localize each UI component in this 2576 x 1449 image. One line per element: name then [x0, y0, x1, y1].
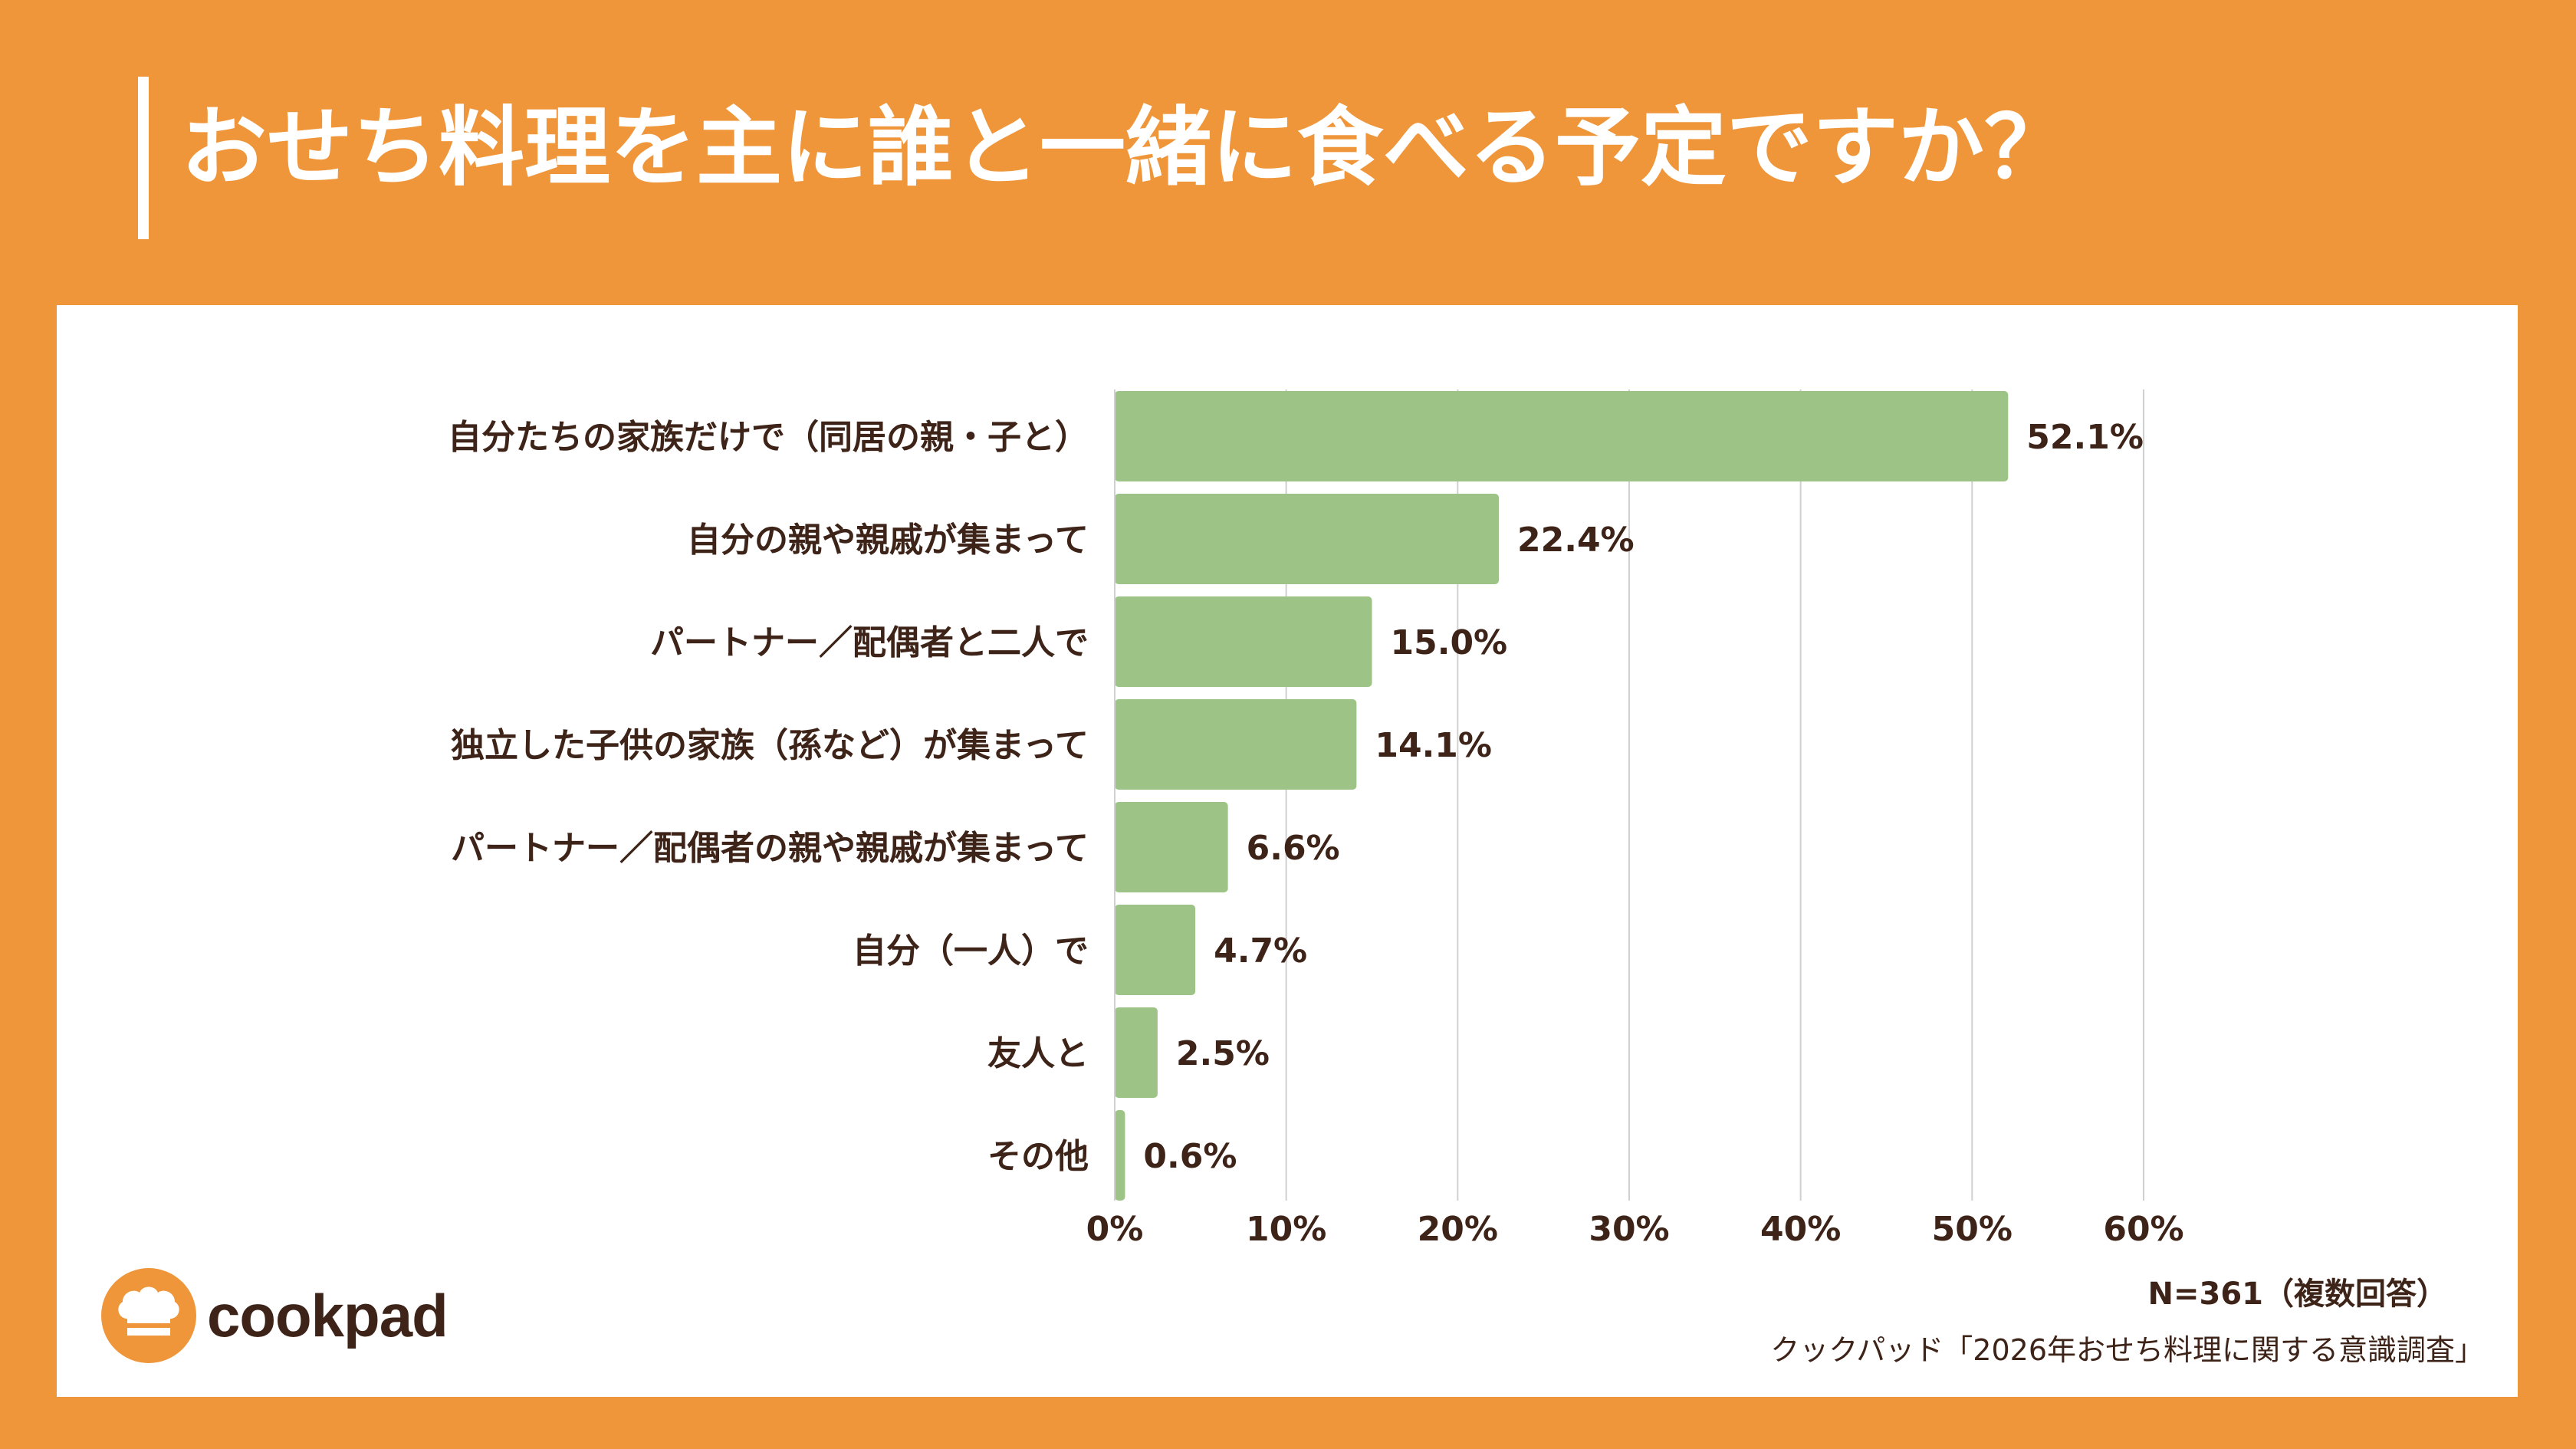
category-label: パートナー／配偶者と二人で [650, 623, 1089, 662]
x-tick-label: 40% [1760, 1210, 1841, 1249]
bar [1115, 596, 1372, 687]
sample-size-note: N=361（複数回答） [2147, 1276, 2448, 1312]
value-label: 2.5% [1176, 1034, 1270, 1073]
bar [1115, 699, 1357, 790]
bar [1115, 1007, 1158, 1098]
bar [1115, 391, 2009, 481]
title-accent-bar [138, 77, 149, 239]
value-label: 4.7% [1214, 932, 1307, 971]
page-title: おせち料理を主に誰と一緒に食べる予定ですか？ [181, 98, 2070, 198]
category-label: 独立した子供の家族（孫など）が集まって [451, 726, 1089, 765]
x-tick-label: 0% [1086, 1210, 1144, 1249]
bar [1115, 802, 1228, 892]
chef-hat-icon [101, 1268, 196, 1363]
cookpad-logo: cookpad [101, 1268, 449, 1363]
x-tick-label: 30% [1589, 1210, 1669, 1249]
x-tick-label: 10% [1246, 1210, 1326, 1249]
value-label: 14.1% [1375, 726, 1492, 765]
source-note: クックパッド「2026年おせち料理に関する意識調査」 [1770, 1333, 2484, 1367]
category-label: その他 [987, 1137, 1089, 1176]
x-tick-label: 60% [2103, 1210, 2183, 1249]
bar-chart: 0% 10% 20% 30% 40% 50% 60% 自分たちの家族だけで（同居の親・子と） 5… [448, 389, 2184, 1249]
value-label: 6.6% [1247, 829, 1340, 868]
value-label: 0.6% [1143, 1137, 1237, 1176]
x-tick-label: 20% [1418, 1210, 1498, 1249]
category-label: 自分たちの家族だけで（同居の親・子と） [448, 418, 1089, 457]
chart-panel: 0% 10% 20% 30% 40% 50% 60% 自分たちの家族だけで（同居の親・子と） 5… [57, 305, 2518, 1397]
value-label: 22.4% [1517, 521, 1635, 560]
bar [1115, 1110, 1125, 1201]
bar [1115, 494, 1500, 584]
value-label: 52.1% [2026, 418, 2144, 457]
logo-wordmark: cookpad [207, 1281, 449, 1349]
category-label: 自分の親や親戚が集まって [687, 521, 1089, 560]
category-label: 自分（一人）で [853, 932, 1089, 971]
x-tick-label: 50% [1932, 1210, 2013, 1249]
category-label: パートナー／配偶者の親や親戚が集まって [451, 829, 1089, 868]
category-label: 友人と [987, 1034, 1089, 1073]
bar [1115, 905, 1196, 995]
value-label: 15.0% [1391, 623, 1508, 662]
